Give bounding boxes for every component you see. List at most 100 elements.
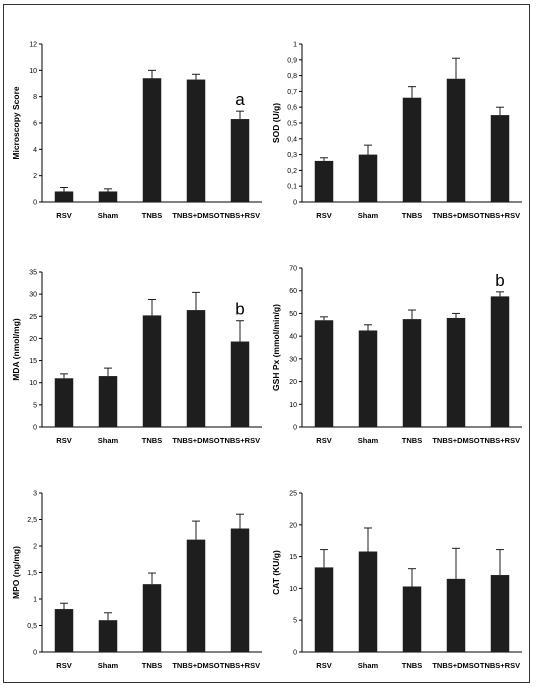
chart-panel-3: 0 5 10 15 20 25 30 35 MDA (nmol/mg) RSV Sham TNBS TN…: [11, 270, 262, 445]
y-tick-label: 40: [289, 334, 297, 341]
bar-sham: [358, 551, 378, 652]
y-tick-label: 0: [293, 200, 297, 207]
chart-panel-4: 0 10 20 30 40 50 60 70 GSH Px (mmol/min/g) RSV Sha…: [271, 266, 522, 445]
bar-tnbs-rsv: [230, 528, 250, 652]
category-label: TNBS+DMSO: [172, 436, 219, 445]
y-tick-label: 10: [289, 402, 297, 409]
bar-tnbs: [402, 319, 422, 427]
y-tick-label: 25: [289, 491, 297, 498]
bar-rsv: [314, 160, 334, 202]
category-label: TNBS+DMSO: [432, 661, 479, 670]
category-label: TNBS: [402, 211, 422, 220]
category-label: TNBS+RSV: [480, 436, 520, 445]
chart-panel-1: 0 2 4 6 8 10 12 Microscopy Score RSV Sham TNBS TNBS…: [11, 42, 262, 220]
y-tick-label: 20: [289, 379, 297, 386]
y-tick-label: 0,5: [287, 121, 297, 128]
y-tick-label: 0,3: [287, 152, 297, 159]
y-tick-label: 4: [33, 147, 37, 154]
y-axis-title: MDA (nmol/mg): [11, 318, 21, 381]
y-tick-label: 0,9: [287, 57, 297, 64]
y-tick-label: 0,8: [287, 73, 297, 80]
y-tick-label: 0: [33, 200, 37, 207]
y-tick-label: 15: [289, 554, 297, 561]
significance-annotation: a: [235, 90, 245, 109]
category-label: RSV: [316, 661, 331, 670]
y-tick-label: 35: [29, 270, 37, 277]
bar-tnbs-rsv: [490, 575, 510, 652]
bar-tnbs-rsv: [490, 115, 510, 202]
category-label: RSV: [56, 211, 71, 220]
bar-tnbs-dmso: [186, 539, 206, 652]
y-tick-label: 0,1: [287, 184, 297, 191]
y-tick-label: 50: [289, 311, 297, 318]
category-label: Sham: [98, 436, 119, 445]
y-tick-label: 10: [29, 380, 37, 387]
y-tick-label: 1,5: [27, 570, 37, 577]
y-tick-label: 25: [29, 314, 37, 321]
y-tick-label: 0: [33, 650, 37, 657]
significance-annotation: b: [495, 271, 504, 290]
y-tick-label: 0,5: [27, 623, 37, 630]
bar-sham: [98, 191, 118, 202]
category-label: Sham: [98, 211, 119, 220]
y-tick-label: 0,6: [287, 105, 297, 112]
y-tick-label: 10: [289, 586, 297, 593]
category-label: TNBS+RSV: [480, 661, 520, 670]
bar-tnbs-rsv: [490, 296, 510, 427]
y-tick-label: 0: [293, 425, 297, 432]
category-label: TNBS+RSV: [220, 211, 260, 220]
category-label: TNBS: [142, 436, 162, 445]
y-tick-label: 0: [33, 425, 37, 432]
y-tick-label: 0,2: [287, 168, 297, 175]
bar-rsv: [54, 609, 74, 652]
category-label: TNBS: [142, 211, 162, 220]
chart-panel-6: 0 5 10 15 20 25 CAT (KU/g) RSV Sham TNBS TNBS+DMSO…: [271, 491, 522, 670]
category-label: RSV: [56, 661, 71, 670]
category-label: Sham: [358, 661, 379, 670]
y-tick-label: 0,4: [287, 136, 297, 143]
y-tick-label: 70: [289, 266, 297, 273]
category-label: Sham: [98, 661, 119, 670]
y-tick-label: 1: [293, 42, 297, 49]
y-tick-label: 6: [33, 121, 37, 128]
bar-sham: [358, 154, 378, 202]
bar-tnbs: [142, 315, 162, 427]
bar-sham: [98, 376, 118, 427]
bar-sham: [358, 330, 378, 427]
y-tick-label: 3: [33, 491, 37, 498]
y-tick-label: 2: [33, 544, 37, 551]
chart-panel-5: 0 0,5 1 1,5 2 2,5 3 MPO (ng/mg) RSV Sham TNBS TNBS+…: [11, 491, 262, 670]
bar-tnbs-dmso: [446, 317, 466, 427]
chart-panel-2: 0 0,1 0,2 0,3 0,4 0,5 0,6 0,7 0,8 0,9 1 SOD (U/g) RS…: [271, 42, 522, 220]
bar-tnbs: [402, 586, 422, 652]
category-label: TNBS+RSV: [220, 436, 260, 445]
y-tick-label: 30: [289, 356, 297, 363]
y-tick-label: 20: [289, 522, 297, 529]
y-axis-title: GSH Px (mmol/min/g): [271, 304, 281, 391]
y-tick-label: 5: [293, 618, 297, 625]
y-tick-label: 0,7: [287, 89, 297, 96]
bar-tnbs-dmso: [186, 310, 206, 427]
y-tick-label: 8: [33, 94, 37, 101]
bar-tnbs: [142, 78, 162, 202]
y-axis-title: Microscopy Score: [11, 86, 21, 159]
category-label: TNBS+DMSO: [172, 661, 219, 670]
category-label: TNBS: [402, 436, 422, 445]
y-tick-label: 2,5: [27, 517, 37, 524]
bar-rsv: [54, 191, 74, 202]
y-axis-title: CAT (KU/g): [271, 550, 281, 595]
category-label: TNBS: [142, 661, 162, 670]
category-label: TNBS+DMSO: [172, 211, 219, 220]
bar-tnbs-dmso: [446, 78, 466, 202]
category-label: Sham: [358, 436, 379, 445]
bar-rsv: [314, 320, 334, 427]
category-label: TNBS: [402, 661, 422, 670]
category-label: TNBS+DMSO: [432, 211, 479, 220]
bar-tnbs-dmso: [186, 79, 206, 202]
y-tick-label: 0: [293, 650, 297, 657]
bar-tnbs: [402, 97, 422, 202]
category-label: Sham: [358, 211, 379, 220]
bar-rsv: [54, 378, 74, 427]
y-axis-title: SOD (U/g): [271, 103, 281, 143]
